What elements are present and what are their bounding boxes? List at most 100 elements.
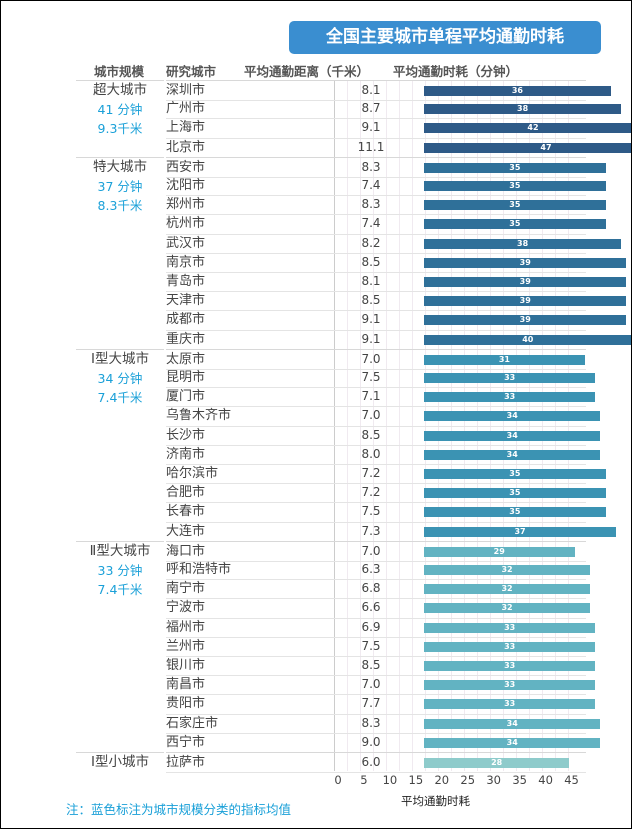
distance-value: 7.0	[361, 677, 381, 692]
distance-value: 9.0	[361, 734, 381, 749]
table-row: 哈尔滨市 7.2 35	[166, 464, 606, 485]
bar-label: 35	[509, 200, 521, 210]
city-name: 兰州市	[166, 638, 206, 654]
table-row: 青岛市 8.1 39	[166, 272, 627, 293]
bar-label: 33	[504, 373, 516, 382]
city-name: 乌鲁木齐市	[166, 408, 232, 424]
x-tick-label: 30	[486, 773, 502, 787]
distance-value: 8.3	[361, 159, 381, 174]
x-tick-label: 20	[434, 773, 450, 787]
group-label: Ⅰ型大城市 34 分钟 7.4千米	[76, 348, 164, 542]
bar: 34	[424, 411, 601, 422]
city-name: 拉萨市	[166, 755, 206, 770]
bar-label: 34	[506, 737, 518, 747]
city-name: 杭州市	[166, 216, 206, 232]
table-row: 海口市 7.0 29	[166, 540, 586, 562]
bar: 39	[424, 315, 627, 326]
city-name: 厦门市	[166, 389, 206, 405]
bar: 35	[424, 162, 606, 173]
distance-value: 6.0	[361, 755, 381, 769]
bar-label: 35	[509, 469, 521, 478]
city-name: 青岛市	[166, 274, 206, 289]
bar-label: 28	[491, 758, 503, 767]
city-name: 福州市	[166, 619, 206, 635]
bar: 39	[424, 277, 627, 287]
bar: 32	[424, 584, 591, 595]
distance-value: 9.1	[361, 120, 381, 135]
distance-value: 8.5	[361, 427, 381, 442]
bar: 33	[424, 373, 596, 383]
city-name: 沈阳市	[166, 178, 206, 193]
city-name: 武汉市	[166, 235, 206, 251]
city-name: 南宁市	[166, 581, 206, 597]
group-avg-time: 37 分钟	[97, 178, 143, 194]
bar-label: 35	[509, 507, 521, 517]
distance-value: 9.1	[361, 312, 381, 327]
table-row: 郑州市 8.3 35	[166, 195, 606, 216]
city-name: 广州市	[166, 101, 206, 117]
bar-label: 39	[519, 277, 531, 286]
table-row: 合肥市 7.2 35	[166, 483, 606, 504]
bar-label: 29	[493, 546, 505, 556]
city-name: 南京市	[166, 254, 206, 270]
bar-label: 33	[504, 622, 516, 632]
bar: 40	[424, 334, 631, 345]
group-avg-dist: 7.4千米	[97, 389, 143, 405]
x-tick-label: 25	[460, 773, 476, 787]
distance-value: 6.9	[361, 619, 381, 634]
bar-label: 39	[519, 257, 531, 267]
distance-value: 7.4	[361, 216, 381, 231]
bar: 32	[424, 603, 591, 614]
distance-value: 7.5	[361, 370, 381, 384]
bar: 35	[424, 488, 606, 499]
footnote: 注：蓝色标注为城市规模分类的指标均值	[66, 802, 292, 817]
header-city: 研究城市	[166, 64, 217, 79]
table-row: 呼和浩特市 6.3 32	[166, 560, 591, 581]
distance-value: 7.1	[361, 389, 381, 404]
table-row: 杭州市 7.4 35	[166, 214, 606, 235]
table-row: 重庆市 9.1 40	[166, 330, 631, 350]
table-row: 南京市 8.5 39	[166, 253, 627, 273]
distance-value: 8.5	[361, 293, 381, 308]
city-name: 济南市	[166, 446, 206, 462]
group-name: 特大城市	[93, 158, 147, 175]
distance-value: 7.5	[361, 504, 381, 519]
table-row: 西宁市 9.0 34	[166, 733, 601, 753]
bar-label: 38	[517, 104, 529, 114]
bar: 35	[424, 200, 606, 211]
bar: 35	[424, 219, 606, 230]
bar-label: 34	[506, 411, 518, 421]
bar: 35	[424, 507, 606, 518]
table-row: 天津市 8.5 39	[166, 291, 627, 312]
bar-label: 32	[501, 603, 513, 613]
table-row: 银川市 8.5 33	[166, 656, 596, 677]
distance-value: 7.4	[361, 178, 381, 192]
bar: 33	[424, 622, 596, 633]
city-name: 哈尔滨市	[166, 466, 219, 481]
x-tick-label: 40	[538, 773, 553, 787]
table-row: 武汉市 8.2 38	[166, 234, 622, 254]
city-name: 西安市	[166, 159, 206, 175]
bar: 36	[424, 86, 611, 96]
city-name: 石家庄市	[166, 715, 219, 731]
group-label: Ⅰ型小城市	[76, 752, 164, 772]
bar: 42	[424, 123, 631, 134]
distance-value: 8.3	[361, 715, 381, 730]
city-name: 银川市	[166, 658, 206, 673]
group-label: Ⅱ型大城市 33 分钟 7.4千米	[76, 540, 164, 753]
table-row: 广州市 8.7 38	[166, 99, 622, 120]
bar-label: 34	[506, 449, 518, 459]
bar-label: 33	[504, 392, 516, 402]
x-axis-label: 平均通勤时耗	[401, 794, 470, 808]
city-name: 太原市	[166, 351, 206, 367]
table-row: 福州市 6.9 33	[166, 618, 596, 638]
bar: 33	[424, 661, 596, 671]
x-tick-label: 45	[564, 773, 579, 787]
distance-value: 8.2	[361, 235, 381, 250]
bar: 32	[424, 565, 591, 575]
table-row: 南昌市 7.0 33	[166, 675, 596, 696]
distance-value: 7.3	[361, 523, 381, 538]
city-name: 西宁市	[166, 734, 206, 750]
distance-value: 8.1	[361, 83, 381, 97]
bar-label: 42	[527, 123, 539, 133]
